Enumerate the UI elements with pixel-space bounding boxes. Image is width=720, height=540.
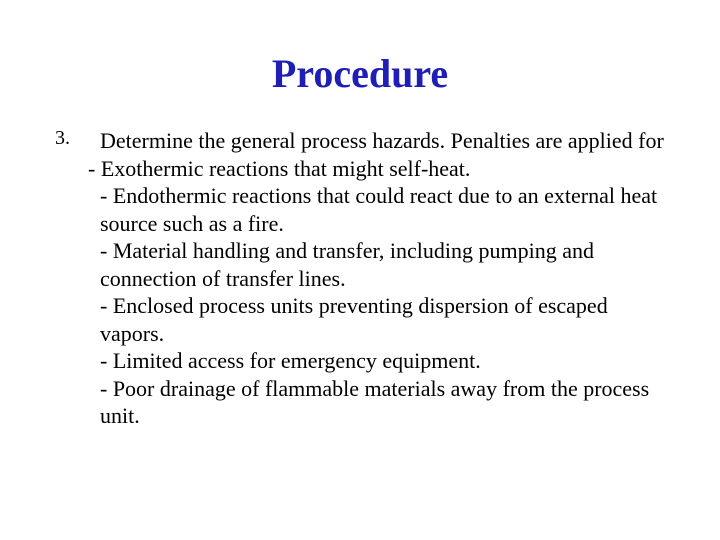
content-area: 3. Determine the general process hazards… (50, 127, 670, 430)
bullet-item: - Poor drainage of flammable materials a… (100, 375, 670, 430)
list-number: 3. (50, 127, 100, 150)
bullet-item: - Enclosed process units preventing disp… (100, 292, 670, 347)
bullet-item: - Limited access for emergency equipment… (100, 347, 670, 375)
slide-container: Procedure 3. Determine the general proce… (0, 0, 720, 540)
bullet-item: - Material handling and transfer, includ… (100, 237, 670, 292)
list-body: Determine the general process hazards. P… (100, 127, 670, 430)
slide-title: Procedure (50, 50, 670, 97)
bullet-item: - Endothermic reactions that could react… (100, 182, 670, 237)
intro-text: Determine the general process hazards. P… (100, 127, 670, 155)
bullet-item: - Exothermic reactions that might self-h… (88, 155, 670, 183)
